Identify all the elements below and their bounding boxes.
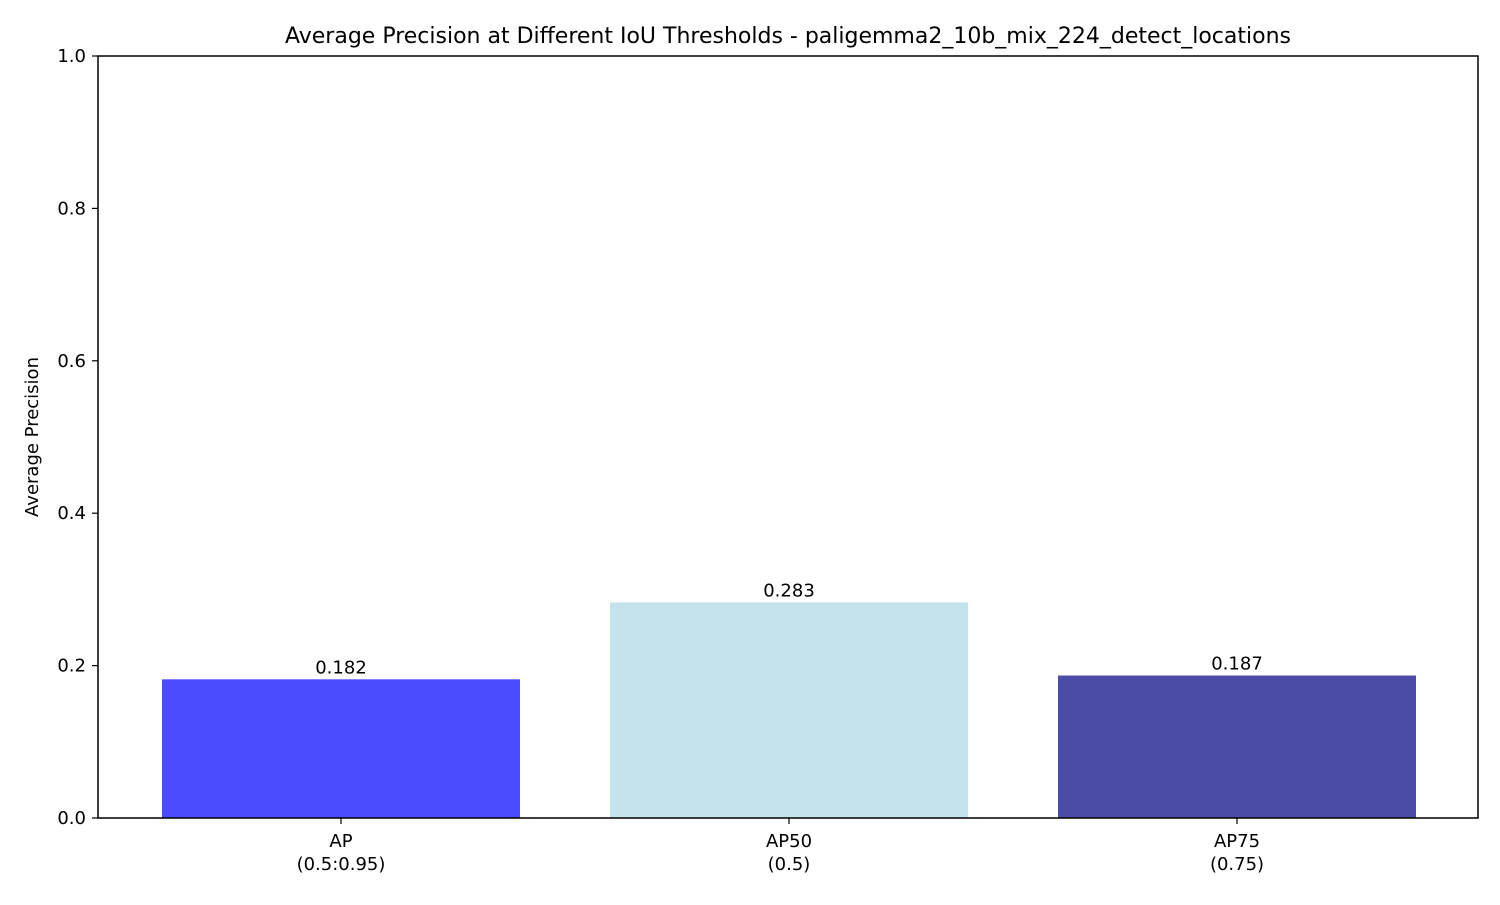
x-tick-label: AP75 (1214, 831, 1260, 852)
y-tick-label: 0.2 (57, 656, 86, 677)
chart-title: Average Precision at Different IoU Thres… (285, 24, 1291, 49)
bar (1058, 675, 1416, 818)
x-tick-sublabel: (0.75) (1210, 854, 1264, 875)
y-axis-ticks: 0.0 0.2 0.4 0.6 0.8 1.0 (57, 46, 98, 829)
x-tick-label: AP (329, 831, 352, 852)
bar-value-label: 0.187 (1211, 654, 1263, 675)
bar-value-label: 0.283 (763, 580, 815, 601)
bars-group: 0.182 0.283 0.187 (162, 580, 1416, 818)
plot-frame (97, 55, 1479, 819)
x-axis-ticks: AP(0.5:0.95) AP50(0.5) AP75(0.75) (297, 818, 1264, 875)
bar (610, 602, 968, 818)
y-tick-label: 0.4 (57, 503, 86, 524)
y-tick-label: 0.8 (57, 198, 86, 219)
bar (162, 679, 520, 818)
x-tick-sublabel: (0.5) (768, 854, 811, 875)
y-tick-label: 0.6 (57, 351, 86, 372)
y-tick-label: 1.0 (57, 46, 86, 67)
bar-value-label: 0.182 (315, 657, 367, 678)
x-tick-sublabel: (0.5:0.95) (297, 854, 386, 875)
x-tick-label: AP50 (766, 831, 812, 852)
y-axis-label: Average Precision (22, 357, 43, 517)
y-tick-label: 0.0 (57, 808, 86, 829)
